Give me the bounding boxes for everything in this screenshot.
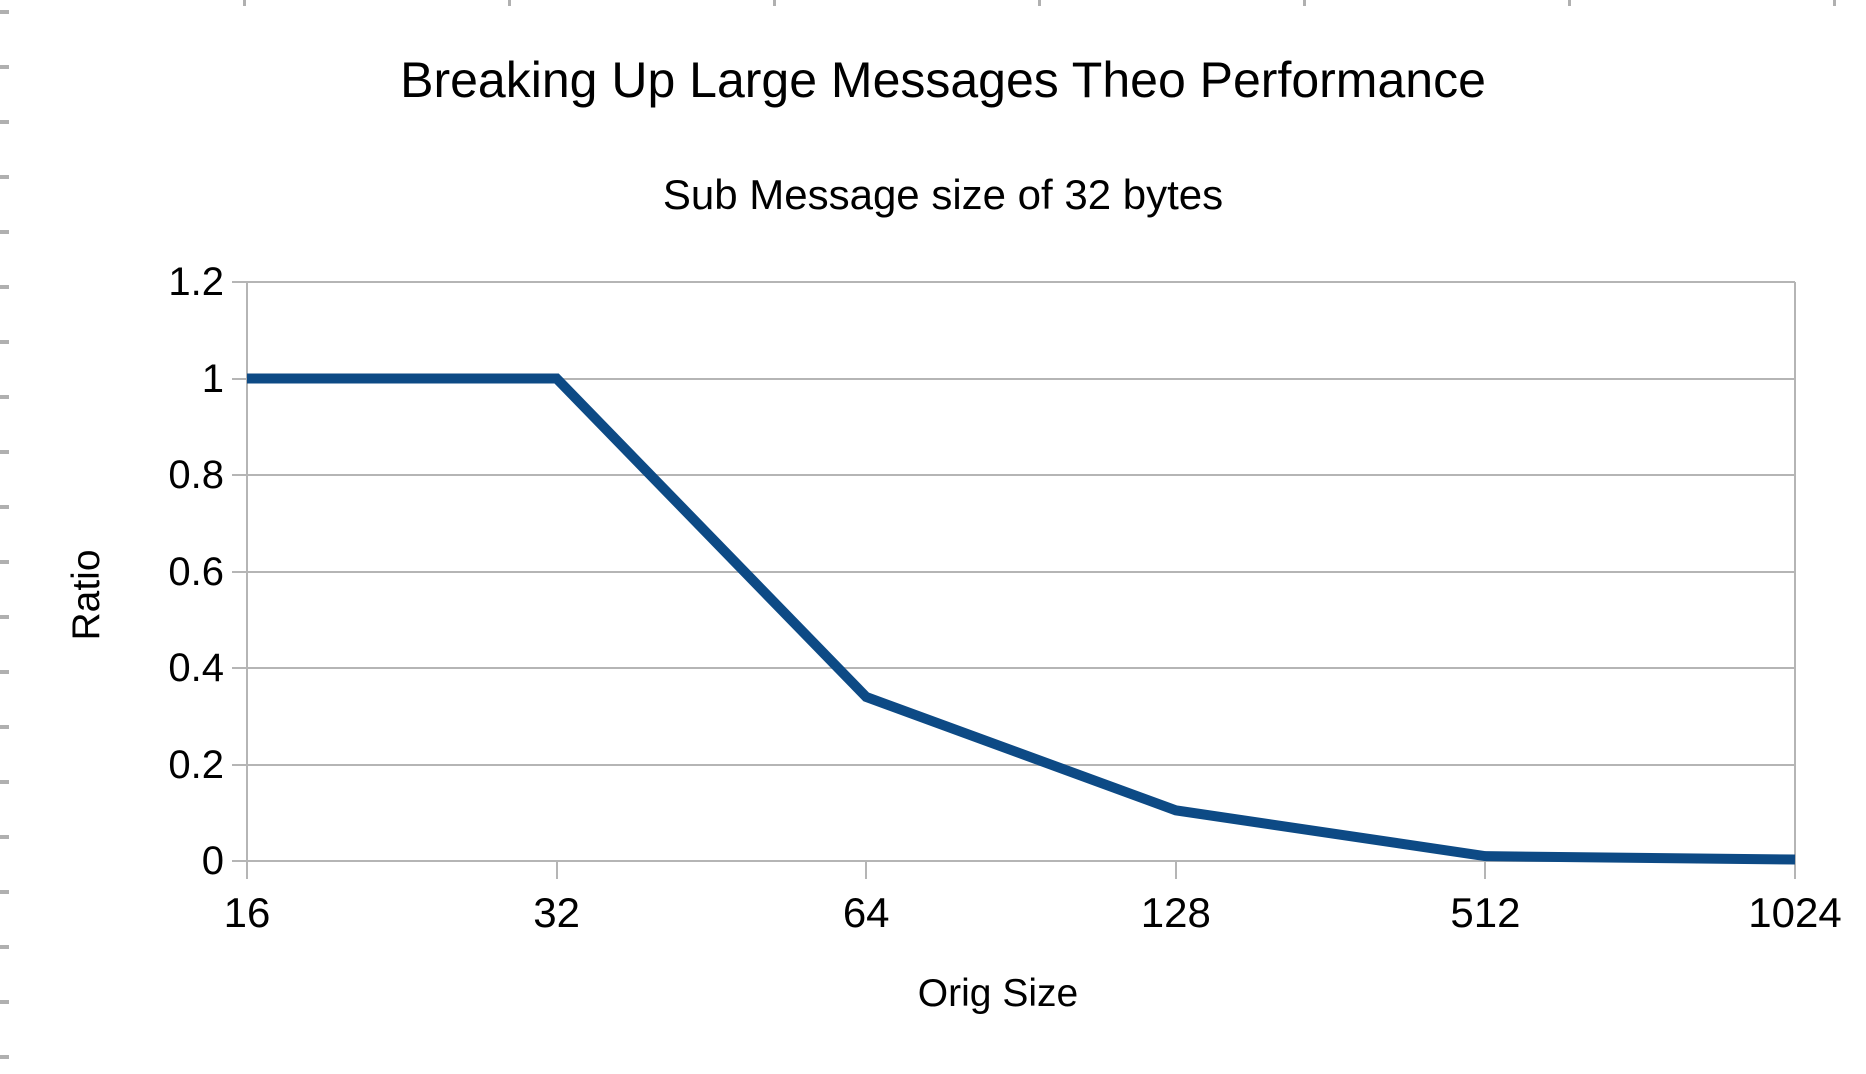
x-tick-label: 512	[1450, 889, 1521, 936]
y-tick-label: 1	[201, 356, 224, 401]
x-tick-label: 16	[223, 889, 271, 936]
y-tick-label: 0.2	[168, 742, 224, 787]
y-axis-tick	[232, 281, 247, 283]
y-gridline	[247, 377, 1795, 380]
y-tick-label: 0.8	[168, 453, 224, 497]
y-gridline	[247, 667, 1795, 669]
chart-subtitle: Sub Message size of 32 bytes	[662, 171, 1224, 218]
series-line-ratio	[247, 373, 1796, 865]
y-axis-tick	[232, 860, 247, 862]
x-axis-tick	[1484, 861, 1487, 879]
y-tick-label: 0.6	[168, 549, 224, 594]
y-gridline	[247, 570, 1795, 573]
x-axis-tick	[865, 861, 868, 879]
x-tick-label: 32	[533, 889, 580, 936]
y-axis-tick	[232, 667, 247, 669]
spreadsheet-row-edge-marks	[0, 10, 9, 1068]
y-tick-label: 0.4	[168, 646, 224, 690]
x-tick-label: 1024	[1748, 889, 1842, 936]
x-axis-title: Orig Size	[917, 972, 1079, 1015]
y-gridline	[247, 860, 1795, 862]
y-tick-label: 0	[201, 839, 224, 883]
x-axis-tick	[555, 861, 558, 879]
y-axis-tick	[232, 474, 247, 476]
spreadsheet-column-edge-marks	[243, 0, 1843, 6]
plot-right-border	[1794, 282, 1796, 879]
x-tick-label: 64	[842, 889, 890, 936]
y-axis-tick	[232, 763, 247, 766]
y-gridline	[247, 763, 1795, 766]
chart-title: Breaking Up Large Messages Theo Performa…	[400, 52, 1486, 108]
x-tick-label: 128	[1140, 889, 1211, 936]
y-tick-label: 1.2	[168, 260, 224, 304]
y-axis-line	[246, 282, 248, 879]
y-gridline	[247, 281, 1795, 283]
y-axis-tick	[232, 570, 247, 573]
y-axis-tick	[232, 377, 247, 380]
x-axis-tick	[1174, 861, 1177, 879]
y-gridline	[247, 474, 1795, 476]
